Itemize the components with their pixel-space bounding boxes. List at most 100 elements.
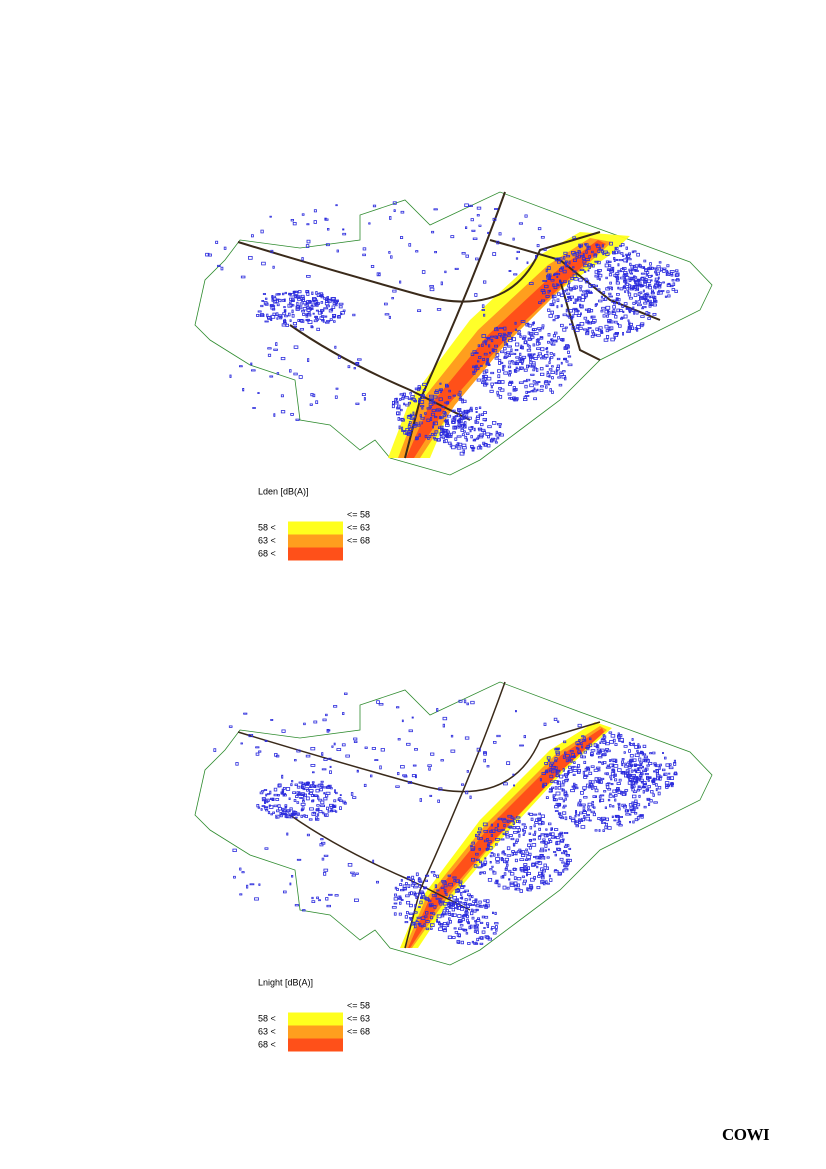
building [483, 899, 487, 902]
building [299, 328, 305, 331]
building [514, 858, 518, 863]
building [668, 763, 672, 766]
building [313, 319, 318, 323]
building [483, 927, 486, 929]
building [314, 817, 320, 821]
building [282, 786, 286, 790]
building [460, 398, 464, 401]
building [511, 850, 515, 853]
building [572, 765, 576, 768]
building [586, 813, 590, 816]
building [357, 358, 362, 361]
building [609, 792, 612, 796]
building [323, 758, 328, 761]
building [528, 282, 534, 285]
building [556, 364, 561, 368]
building [548, 380, 551, 383]
building [320, 784, 324, 788]
building [645, 293, 650, 297]
building [396, 411, 401, 416]
legend-low: 68 < [258, 548, 276, 558]
building [491, 421, 497, 425]
building [557, 872, 562, 876]
building [273, 793, 278, 797]
building [540, 372, 545, 377]
building [415, 250, 419, 253]
building [592, 318, 597, 323]
building [560, 361, 563, 365]
building [469, 406, 473, 410]
building [622, 254, 625, 257]
building [479, 837, 483, 840]
building [562, 768, 565, 772]
building [559, 839, 564, 842]
building [473, 365, 477, 368]
building [585, 746, 589, 749]
building [442, 439, 446, 444]
building [637, 303, 642, 307]
building [320, 293, 324, 296]
building [334, 300, 339, 304]
building [527, 812, 531, 815]
building [575, 256, 579, 259]
building [440, 913, 445, 918]
building [269, 375, 274, 378]
building [554, 759, 558, 763]
building [443, 419, 449, 422]
building [442, 928, 447, 933]
building [560, 293, 565, 297]
building [540, 814, 545, 818]
building [477, 344, 481, 347]
building [355, 872, 359, 875]
building [567, 350, 570, 354]
building [282, 312, 287, 316]
building [600, 777, 605, 780]
building [479, 942, 484, 945]
building [577, 764, 581, 768]
building [541, 821, 545, 825]
building [473, 925, 478, 929]
building [312, 297, 317, 302]
building [503, 333, 507, 336]
building [503, 872, 507, 876]
building [481, 308, 485, 311]
building [547, 848, 550, 851]
building [285, 787, 291, 791]
building [424, 412, 427, 415]
building [363, 783, 367, 787]
building [544, 844, 548, 848]
building [601, 244, 604, 248]
building [478, 833, 481, 836]
building [335, 387, 339, 390]
building [595, 243, 599, 247]
building [608, 273, 613, 277]
building [542, 279, 548, 282]
building [484, 339, 488, 343]
building [552, 339, 558, 343]
building [308, 789, 314, 793]
building [407, 401, 411, 405]
legend-swatch [288, 521, 343, 535]
building [462, 411, 465, 415]
building [459, 901, 463, 904]
building [415, 896, 418, 900]
building [342, 712, 345, 715]
building [647, 785, 651, 789]
building [325, 897, 329, 901]
building [588, 771, 593, 776]
building [478, 224, 482, 227]
building [413, 893, 416, 896]
building [636, 749, 639, 753]
building [522, 828, 524, 832]
building [447, 441, 452, 445]
building [544, 284, 549, 289]
building [333, 799, 337, 803]
building [590, 780, 595, 784]
building [315, 315, 318, 320]
building [405, 894, 410, 898]
building [267, 316, 272, 320]
building [660, 267, 663, 271]
building [675, 269, 679, 273]
building [505, 833, 508, 837]
building [582, 253, 585, 256]
